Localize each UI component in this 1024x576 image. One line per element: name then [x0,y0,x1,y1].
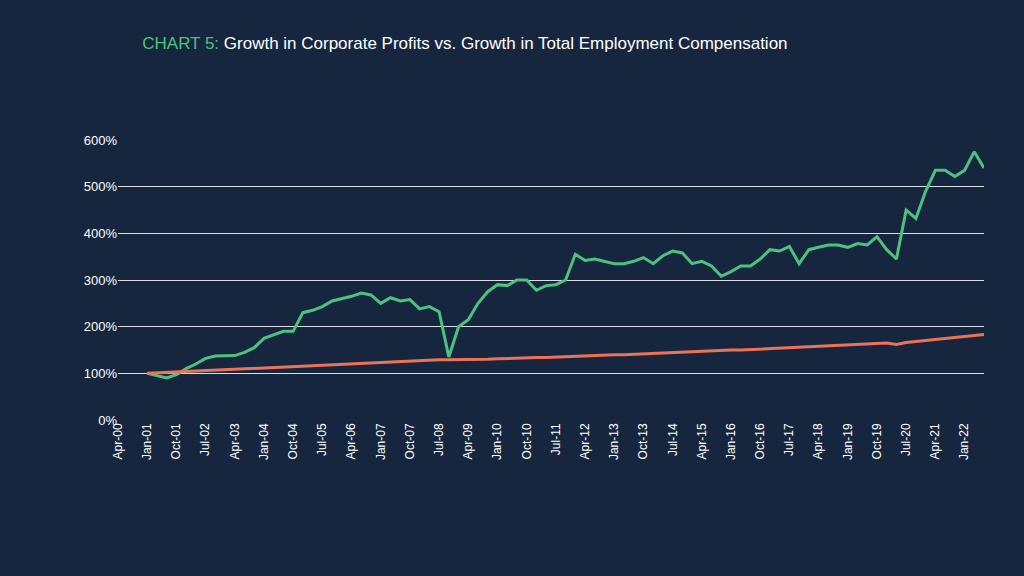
svg-text:Apr-15: Apr-15 [695,423,709,459]
svg-text:Jan-22: Jan-22 [957,423,971,460]
svg-text:Oct-10: Oct-10 [520,423,534,459]
svg-text:Oct-04: Oct-04 [286,423,300,459]
svg-text:Apr-21: Apr-21 [928,423,942,459]
svg-text:Oct-16: Oct-16 [753,423,767,459]
svg-text:Jan-04: Jan-04 [257,423,271,460]
svg-text:Apr-12: Apr-12 [578,423,592,459]
svg-text:Oct-13: Oct-13 [636,423,650,459]
svg-text:Jul-05: Jul-05 [315,423,329,456]
svg-text:Jul-17: Jul-17 [782,423,796,456]
svg-text:Apr-00: Apr-00 [111,423,125,459]
svg-text:Jan-16: Jan-16 [724,423,738,460]
svg-text:Oct-07: Oct-07 [403,423,417,459]
svg-text:Apr-06: Apr-06 [344,423,358,459]
svg-text:100%: 100% [84,366,118,381]
svg-text:Jan-07: Jan-07 [374,423,388,460]
svg-text:Jan-01: Jan-01 [140,423,154,460]
svg-text:Jan-10: Jan-10 [490,423,504,460]
svg-text:CHART 5: Growth in Corporate P: CHART 5: Growth in Corporate Profits vs.… [142,34,787,53]
svg-text:600%: 600% [84,133,118,148]
svg-text:Jul-11: Jul-11 [549,423,563,455]
svg-text:Apr-18: Apr-18 [811,423,825,459]
svg-text:300%: 300% [84,273,118,288]
svg-text:Jul-14: Jul-14 [666,423,680,456]
svg-text:Apr-03: Apr-03 [228,423,242,459]
svg-text:Jan-19: Jan-19 [841,423,855,460]
svg-text:500%: 500% [84,179,118,194]
svg-text:400%: 400% [84,226,118,241]
svg-text:Oct-19: Oct-19 [870,423,884,459]
svg-text:0%: 0% [98,413,117,428]
svg-text:Apr-09: Apr-09 [461,423,475,459]
svg-text:Jul-02: Jul-02 [198,423,212,456]
svg-text:Jul-20: Jul-20 [899,423,913,456]
svg-text:Oct-01: Oct-01 [169,423,183,459]
svg-text:Jul-08: Jul-08 [432,423,446,456]
svg-text:Jan-13: Jan-13 [607,423,621,460]
svg-text:200%: 200% [84,319,118,334]
